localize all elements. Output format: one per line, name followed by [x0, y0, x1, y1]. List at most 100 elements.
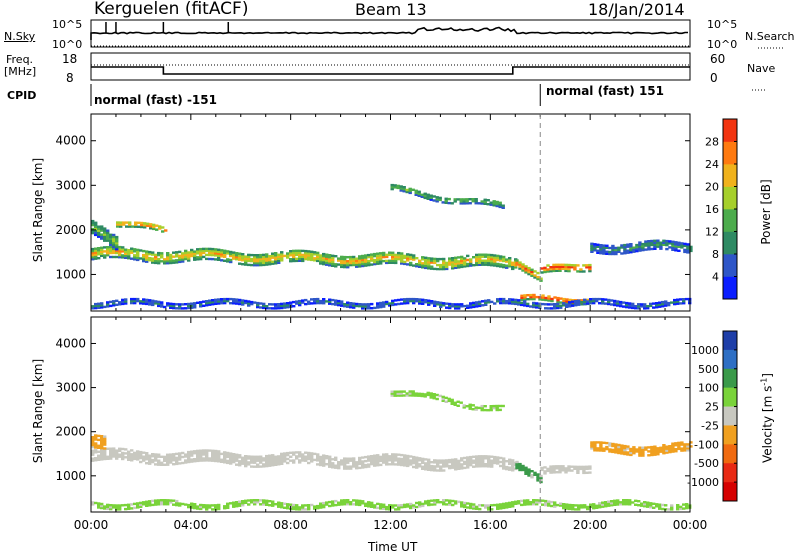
echo-cell	[400, 262, 404, 265]
echo-cell	[379, 457, 383, 461]
echo-cell	[205, 249, 209, 253]
echo-cell	[295, 251, 299, 254]
echo-cell	[445, 306, 449, 309]
echo-cell	[205, 247, 209, 251]
echo-cell	[668, 240, 672, 243]
echo-cell	[214, 250, 218, 253]
echo-cell	[571, 506, 575, 509]
echo-cell	[421, 258, 425, 261]
echo-cell	[495, 406, 499, 410]
echo-cell	[614, 447, 618, 450]
echo-cell	[418, 503, 422, 506]
echo-cell	[385, 255, 389, 259]
echo-cell	[382, 503, 386, 506]
echo-cell	[100, 227, 104, 230]
echo-cell	[103, 231, 107, 234]
echo-cell	[460, 303, 464, 306]
echo-cell	[468, 407, 472, 410]
echo-cell	[175, 452, 179, 456]
echo-cell	[136, 248, 140, 252]
echo-cell	[151, 458, 155, 462]
echo-cell	[521, 468, 525, 472]
echo-cell	[142, 457, 146, 460]
echo-cell	[406, 297, 410, 301]
echo-cell	[418, 465, 422, 468]
echo-cell	[292, 305, 296, 308]
echo-cell	[652, 306, 656, 309]
echo-cell	[626, 249, 630, 252]
echo-cell	[274, 305, 278, 308]
echo-cell	[653, 243, 657, 246]
echo-cell	[100, 235, 104, 238]
echo-cell	[235, 254, 239, 257]
echo-cell	[644, 244, 648, 247]
echo-cell	[442, 261, 446, 265]
echo-cell	[118, 301, 122, 304]
echo-cell	[313, 298, 317, 301]
echo-cell	[643, 501, 647, 504]
echo-cell	[391, 459, 395, 462]
echo-cell	[193, 452, 197, 455]
echo-cell	[385, 259, 389, 263]
echo-cell	[556, 503, 560, 507]
echo-cell	[436, 461, 440, 464]
echo-cell	[530, 270, 534, 273]
echo-cell	[638, 241, 642, 244]
echo-cell	[187, 452, 191, 456]
echo-cell	[670, 506, 674, 509]
echo-cell	[184, 503, 188, 506]
echo-cell	[325, 463, 329, 466]
echo-cell	[543, 470, 547, 473]
echo-cell	[247, 259, 251, 263]
echo-cell	[397, 298, 401, 302]
echo-cell	[508, 466, 512, 469]
echo-cell	[253, 499, 257, 502]
echo-cell	[277, 303, 281, 306]
echo-cell	[427, 466, 431, 469]
echo-cell	[508, 300, 512, 303]
echo-cell	[358, 255, 362, 258]
echo-cell	[674, 249, 678, 252]
echo-cell	[265, 263, 269, 266]
echo-cell	[439, 303, 443, 306]
echo-cell	[112, 447, 116, 450]
echo-cell	[686, 443, 690, 446]
echo-cell	[583, 504, 587, 507]
echo-cell	[544, 307, 548, 310]
echo-cell	[647, 246, 651, 249]
echo-cell	[241, 257, 245, 260]
echo-cell	[316, 463, 320, 466]
echo-cell	[502, 257, 506, 261]
echo-cell	[274, 461, 278, 464]
echo-cell	[412, 459, 416, 463]
echo-cell	[562, 506, 566, 510]
echo-cell	[424, 500, 428, 503]
echo-cell	[460, 463, 464, 466]
echo-cell	[541, 302, 545, 306]
echo-cell	[128, 225, 132, 228]
echo-cell	[301, 457, 305, 460]
echo-cell	[543, 466, 547, 469]
echo-cell	[325, 261, 329, 264]
echo-cell	[552, 467, 556, 470]
echo-cell	[637, 305, 641, 308]
echo-cell	[334, 263, 338, 266]
echo-cell	[535, 304, 539, 307]
echo-cell	[133, 301, 137, 305]
echo-cell	[238, 302, 242, 306]
echo-cell	[679, 507, 683, 511]
cpid-segment-2: normal (fast) 151	[546, 84, 664, 98]
echo-cell	[118, 253, 122, 257]
echo-cell	[214, 302, 218, 305]
echo-cell	[166, 503, 170, 506]
echo-cell	[119, 225, 123, 228]
echo-cell	[517, 301, 521, 304]
echo-cell	[617, 250, 621, 253]
echo-cell	[435, 397, 439, 401]
echo-cell	[611, 450, 615, 454]
echo-cell	[148, 252, 152, 256]
echo-cell	[118, 453, 122, 456]
echo-cell	[187, 456, 191, 460]
echo-cell	[602, 441, 606, 444]
echo-cell	[553, 503, 557, 506]
